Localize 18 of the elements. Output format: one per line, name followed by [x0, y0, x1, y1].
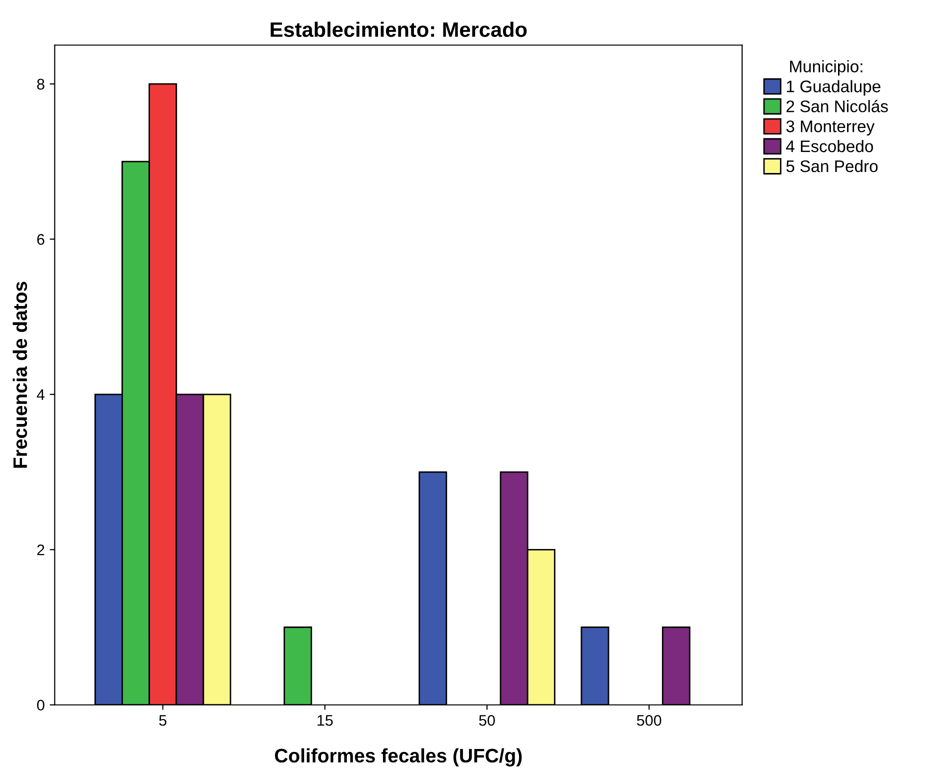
legend-label: 4 Escobedo: [786, 140, 874, 152]
x-tick-label: 500: [636, 714, 662, 726]
chart-title: Establecimiento: Mercado: [270, 22, 527, 37]
y-tick-label: 6: [37, 234, 44, 245]
x-tick-label: 50: [479, 714, 495, 726]
legend-label: 2 San Nicolás: [786, 100, 888, 112]
legend-title: Municipio:: [790, 60, 862, 76]
y-tick-label: 4: [36, 389, 45, 400]
legend-label: 3 Monterrey: [786, 120, 875, 136]
y-axis-title: Frecuencia de datos: [12, 282, 28, 468]
x-tick-label: 15: [318, 715, 333, 726]
x-tick-label: 5: [159, 715, 166, 726]
legend-label: 1 Guadalupe: [786, 80, 880, 96]
y-tick-label: 2: [37, 544, 44, 556]
y-tick-label: 8: [37, 78, 44, 90]
y-tick-label: 0: [37, 700, 44, 711]
x-axis-title: Coliformes fecales (UFC/g): [274, 748, 522, 766]
legend-label: 5 San Pedro: [786, 160, 878, 172]
